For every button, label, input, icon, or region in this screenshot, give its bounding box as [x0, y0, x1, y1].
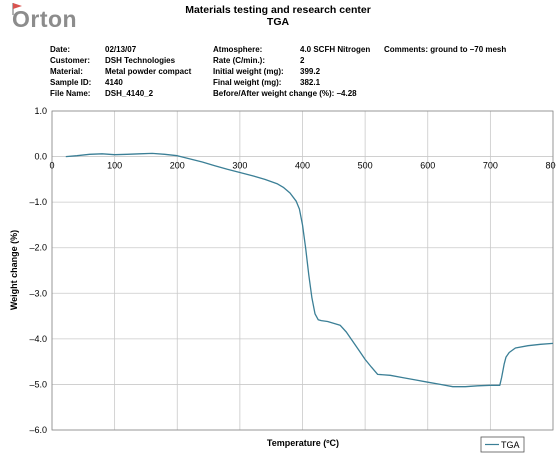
customer-value: DSH Technologies — [105, 56, 176, 65]
x-tick-label: 400 — [295, 161, 310, 171]
comments-row: Comments: ground to –70 mesh — [384, 44, 506, 55]
comments-label: Comments: — [384, 45, 429, 54]
info-labels-right: Atmosphere: Rate (C/min.): Initial weigh… — [213, 44, 284, 88]
weight-change-value: –4.28 — [336, 89, 357, 98]
plot-frame — [51, 110, 554, 431]
grid-lines — [51, 110, 554, 431]
final-weight-label: Final weight (mg): — [213, 78, 282, 87]
logo-text: Orton — [12, 6, 78, 32]
page-title: Materials testing and research center — [185, 4, 371, 16]
material-value: Metal powder compact — [105, 67, 192, 76]
initial-weight-value: 399.2 — [300, 67, 321, 76]
y-tick-label: –3.0 — [29, 288, 47, 298]
customer-label: Customer: — [50, 56, 91, 65]
y-axis-label: Weight change (%) — [9, 230, 19, 310]
info-values-right: 4.0 SCFH Nitrogen 2 399.2 382.1 — [300, 44, 370, 88]
date-value: 02/13/07 — [105, 45, 137, 54]
y-tick-label: 0.0 — [34, 152, 47, 162]
y-tick-label: –6.0 — [29, 425, 47, 435]
weight-change-label: Before/After weight change (%): — [213, 89, 335, 98]
initial-weight-label: Initial weight (mg): — [213, 67, 284, 76]
x-axis-label: Temperature (ºC) — [267, 438, 339, 448]
flag-icon — [12, 3, 22, 15]
comments-value: ground to –70 mesh — [430, 45, 507, 54]
x-tick-label: 100 — [107, 161, 122, 171]
y-tick-label: –5.0 — [29, 379, 47, 389]
x-tick-label: 200 — [170, 161, 185, 171]
final-weight-value: 382.1 — [300, 78, 321, 87]
tga-series-line — [65, 152, 554, 388]
atmosphere-value: 4.0 SCFH Nitrogen — [300, 45, 371, 54]
x-tick-label: 300 — [232, 161, 247, 171]
atmosphere-label: Atmosphere: — [213, 45, 263, 54]
series-group — [65, 152, 554, 388]
date-label: Date: — [50, 45, 71, 54]
y-tick-label: –1.0 — [29, 197, 47, 207]
info-values-left: 02/13/07 DSH Technologies Metal powder c… — [105, 44, 191, 99]
rate-value: 2 — [300, 56, 305, 65]
info-labels-left: Date: Customer: Material: Sample ID: Fil… — [50, 44, 91, 99]
y-tick-label: 1.0 — [34, 106, 47, 116]
x-tick-label: 600 — [420, 161, 435, 171]
file-value: DSH_4140_2 — [105, 89, 154, 98]
y-tick-labels: 1.0 0.0 –1.0 –2.0 –3.0 –4.0 –5.0 –6.0 — [29, 106, 47, 435]
x-tick-label: 700 — [483, 161, 498, 171]
x-tick-label: 0 — [49, 161, 54, 171]
orton-logo: Orton — [4, 2, 77, 34]
file-label: File Name: — [50, 89, 91, 98]
y-tick-label: –4.0 — [29, 334, 47, 344]
legend: TGA — [480, 436, 525, 453]
x-tick-label: 800 — [545, 161, 556, 171]
x-tick-labels: 0 100 200 300 400 500 600 700 800 — [49, 161, 556, 171]
legend-label: TGA — [501, 440, 520, 450]
material-label: Material: — [50, 67, 83, 76]
y-tick-label: –2.0 — [29, 243, 47, 253]
page-subtitle: TGA — [266, 16, 290, 28]
sample-label: Sample ID: — [50, 78, 92, 87]
rate-label: Rate (C/min.): — [213, 56, 265, 65]
sample-value: 4140 — [105, 78, 123, 87]
x-tick-label: 500 — [358, 161, 373, 171]
weight-change-row: Before/After weight change (%): –4.28 — [213, 88, 357, 99]
